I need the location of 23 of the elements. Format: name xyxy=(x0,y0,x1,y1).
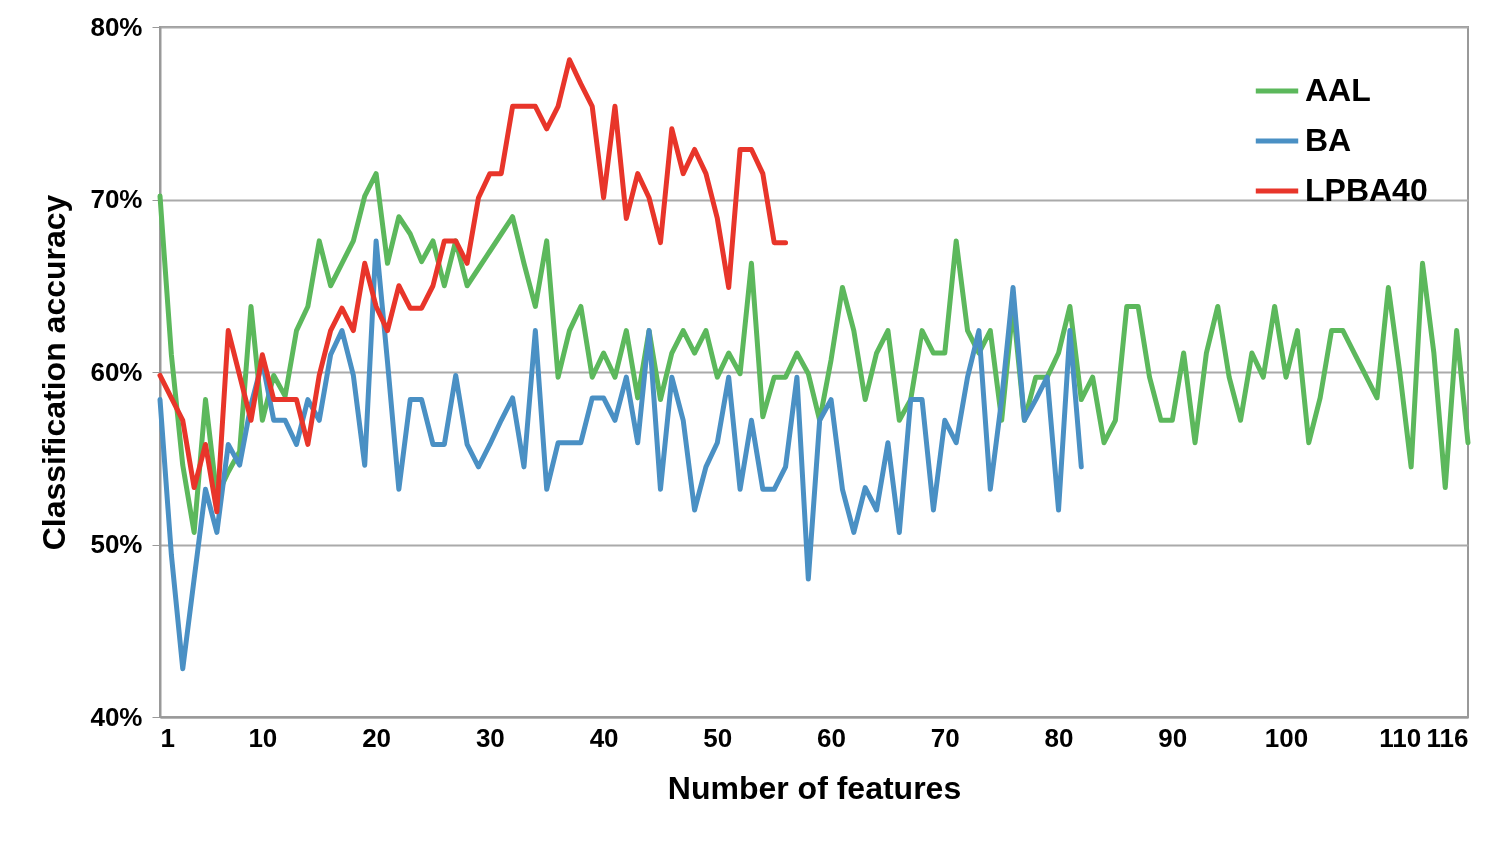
x-tick-label: 116 xyxy=(1426,722,1469,753)
x-tick-label: 60 xyxy=(817,722,847,753)
y-tick-label: 40% xyxy=(90,701,143,732)
x-tick-label: 10 xyxy=(248,722,278,753)
x-tick-label: 50 xyxy=(703,722,733,753)
y-tick-label: 50% xyxy=(90,529,143,559)
x-tick-label: 20 xyxy=(362,722,392,753)
x-tick-label: 110 xyxy=(1379,722,1422,753)
x-tick-label: 30 xyxy=(475,722,505,753)
legend-label: LPBA40 xyxy=(1305,172,1428,208)
legend-label: AAL xyxy=(1305,72,1371,108)
y-tick-label: 70% xyxy=(90,184,143,214)
x-tick-label: 80 xyxy=(1044,722,1074,753)
y-tick-label: 60% xyxy=(90,356,143,387)
x-tick-label: 100 xyxy=(1264,722,1309,753)
legend-label: BA xyxy=(1305,122,1352,158)
y-axis-title: Classification accuracy xyxy=(36,194,73,551)
y-tick-label: 80% xyxy=(90,11,143,42)
x-tick-label: 1 xyxy=(160,722,175,753)
x-tick-label: 40 xyxy=(589,722,619,753)
x-tick-label: 90 xyxy=(1158,722,1188,753)
x-tick-label: 70 xyxy=(930,722,960,753)
x-axis-title: Number of features xyxy=(667,769,962,806)
